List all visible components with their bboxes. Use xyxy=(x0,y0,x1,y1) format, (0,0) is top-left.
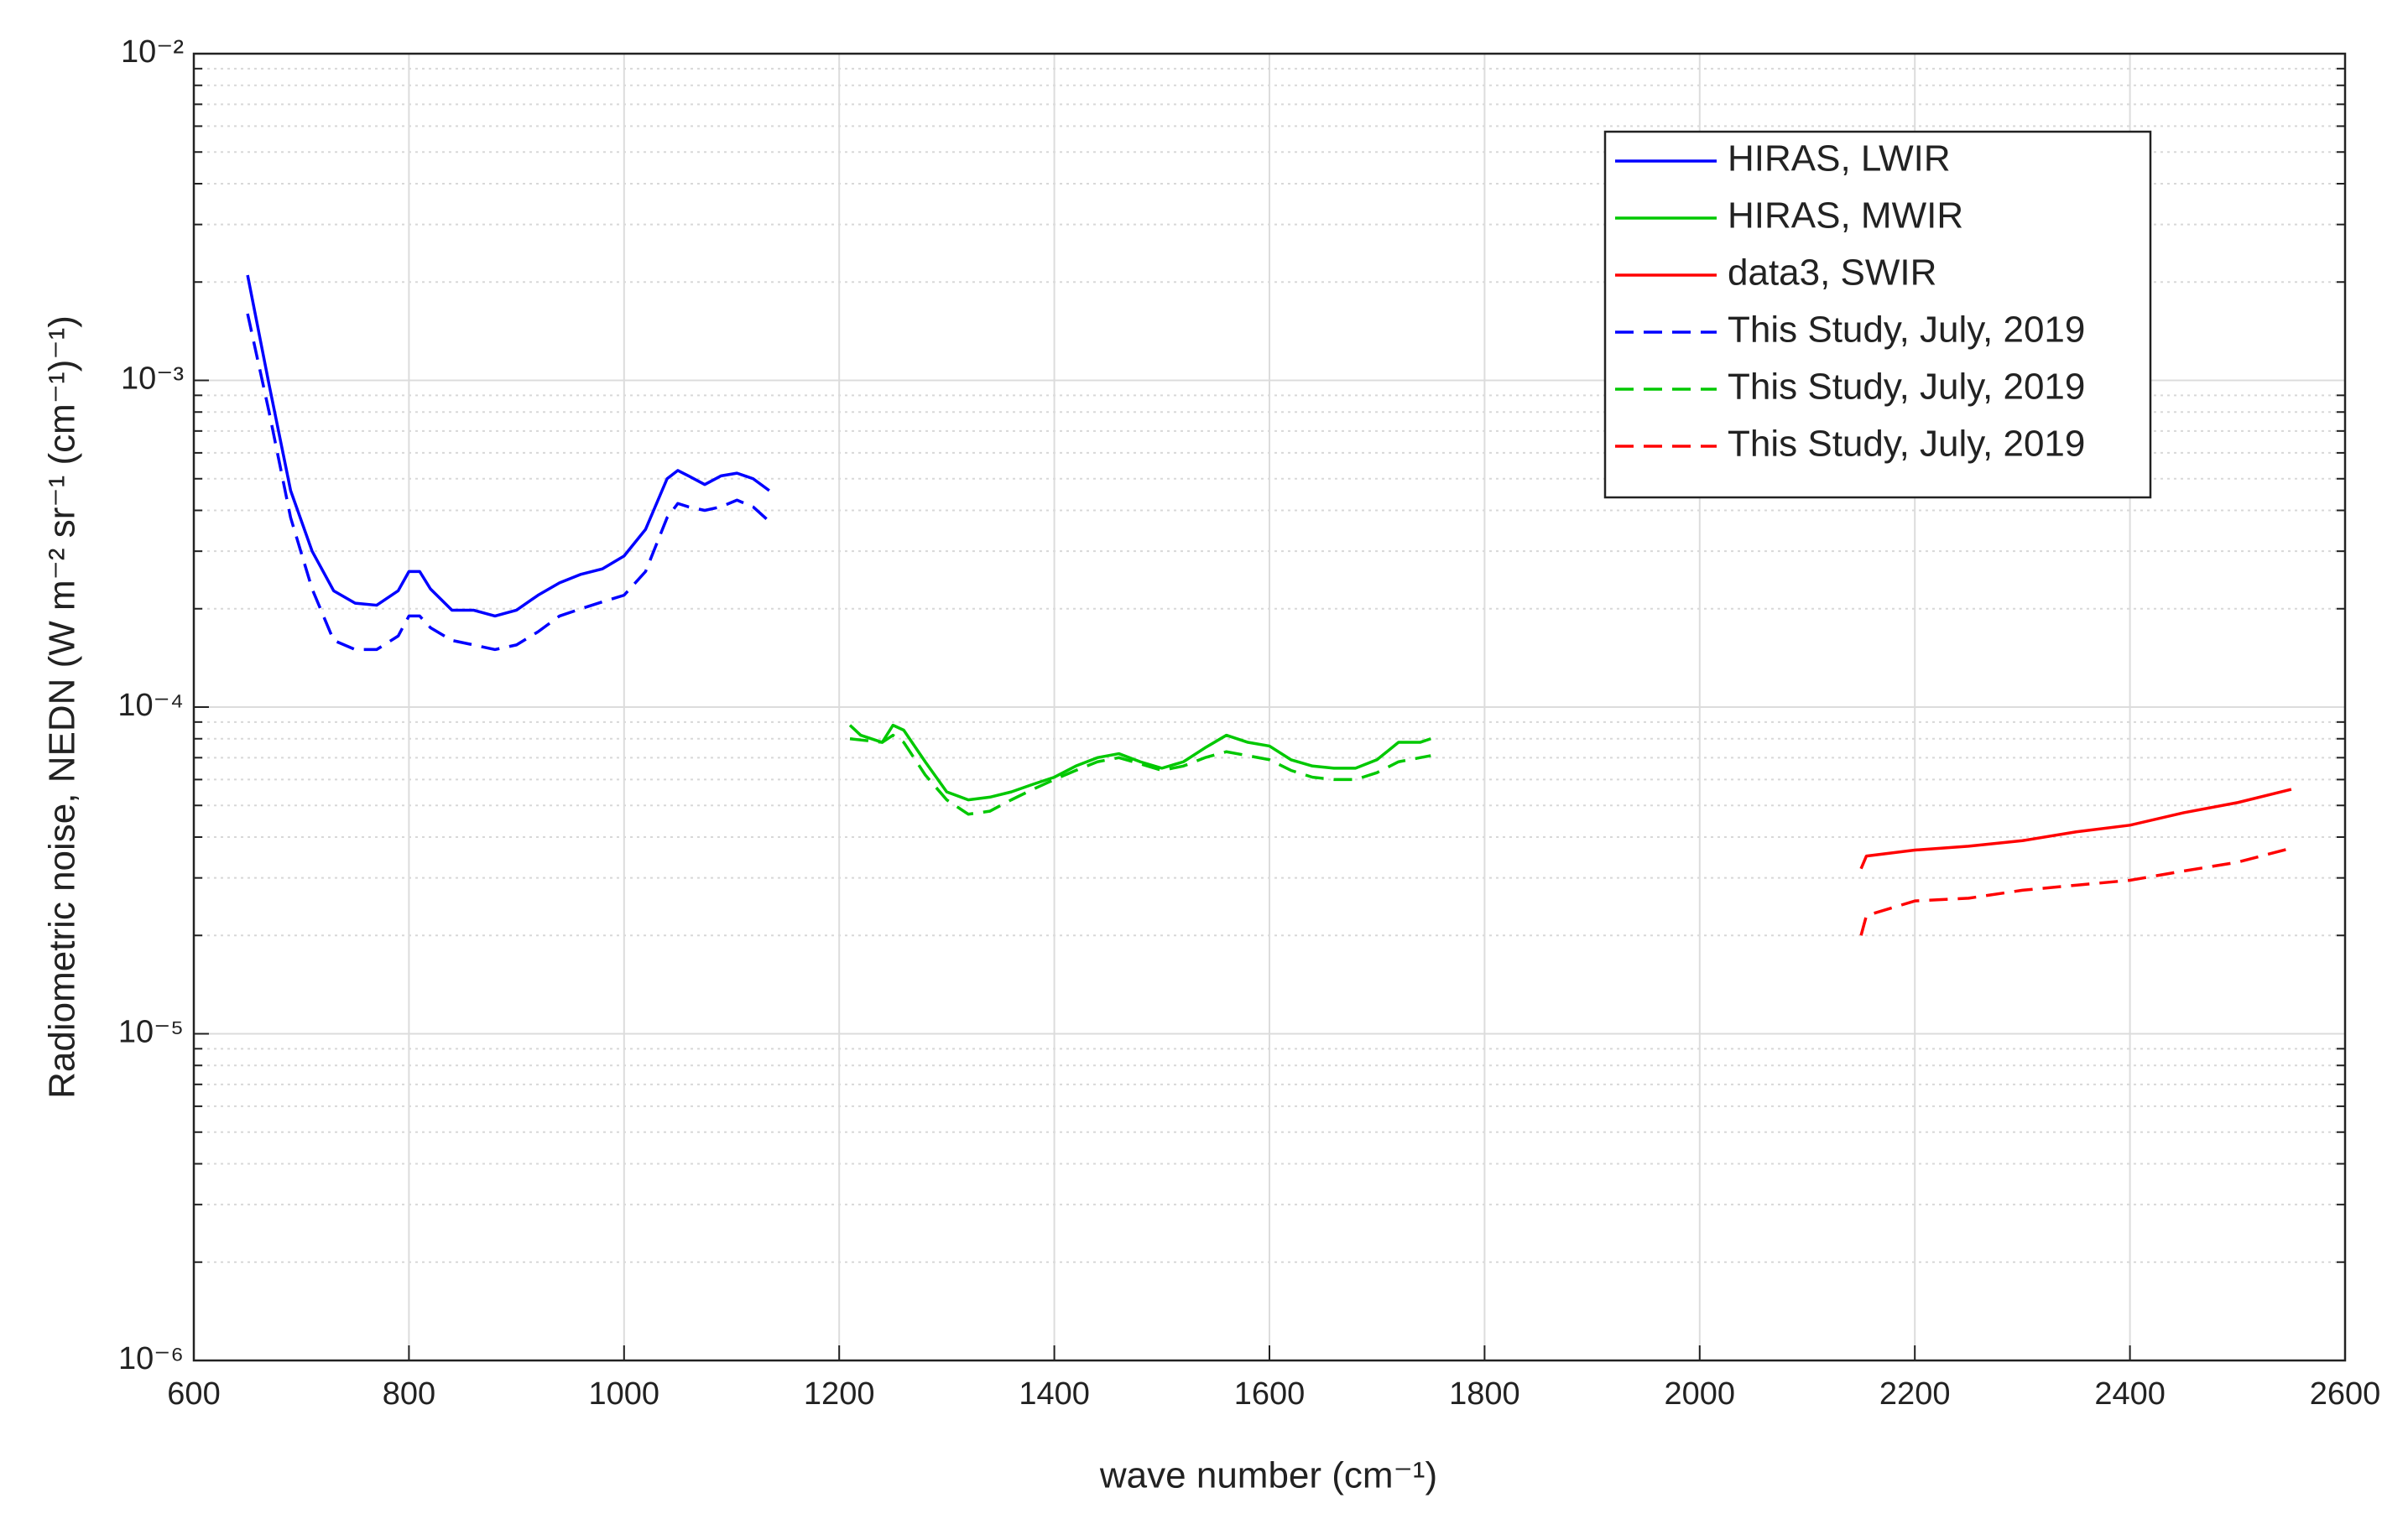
y-tick-label: 10⁻⁶ xyxy=(118,1341,184,1376)
series-line xyxy=(1859,846,2292,936)
y-axis-title: Radiometric noise, NEDN (W m⁻² sr⁻¹ (cm⁻… xyxy=(42,315,83,1099)
x-tick-label: 800 xyxy=(383,1376,435,1412)
x-axis-title: wave number (cm⁻¹) xyxy=(1099,1455,1437,1496)
y-tick-label: 10⁻⁵ xyxy=(118,1015,184,1050)
legend-label: HIRAS, LWIR xyxy=(1728,138,1951,179)
y-tick-label: 10⁻⁴ xyxy=(117,688,184,723)
x-tick-label: 1000 xyxy=(589,1376,660,1412)
legend-label: This Study, July, 2019 xyxy=(1728,310,2085,351)
plot-frame xyxy=(192,52,2347,1362)
x-tick-label: 1200 xyxy=(804,1376,875,1412)
x-tick-label: 1800 xyxy=(1449,1376,1520,1412)
series-line xyxy=(1859,788,2292,870)
x-tick-label: 2000 xyxy=(1665,1376,1736,1412)
legend-label: This Study, July, 2019 xyxy=(1728,424,2085,465)
x-tick-label: 600 xyxy=(167,1376,220,1412)
legend-label: This Study, July, 2019 xyxy=(1728,367,2085,408)
legend-box xyxy=(1603,130,2152,499)
series-line xyxy=(849,733,1431,816)
x-tick-label: 1400 xyxy=(1019,1376,1090,1412)
legend-label: HIRAS, MWIR xyxy=(1728,195,1963,237)
x-tick-label: 1600 xyxy=(1234,1376,1306,1412)
legend-label: data3, SWIR xyxy=(1728,252,1936,294)
x-tick-label: 2600 xyxy=(2310,1376,2381,1412)
y-tick-label: 10⁻² xyxy=(121,34,184,70)
series-line xyxy=(246,313,771,652)
series-line xyxy=(246,274,770,618)
series-line xyxy=(848,723,1431,802)
x-tick-label: 2200 xyxy=(1879,1376,1951,1412)
y-tick-label: 10⁻³ xyxy=(121,362,184,397)
x-tick-label: 2400 xyxy=(2094,1376,2166,1412)
